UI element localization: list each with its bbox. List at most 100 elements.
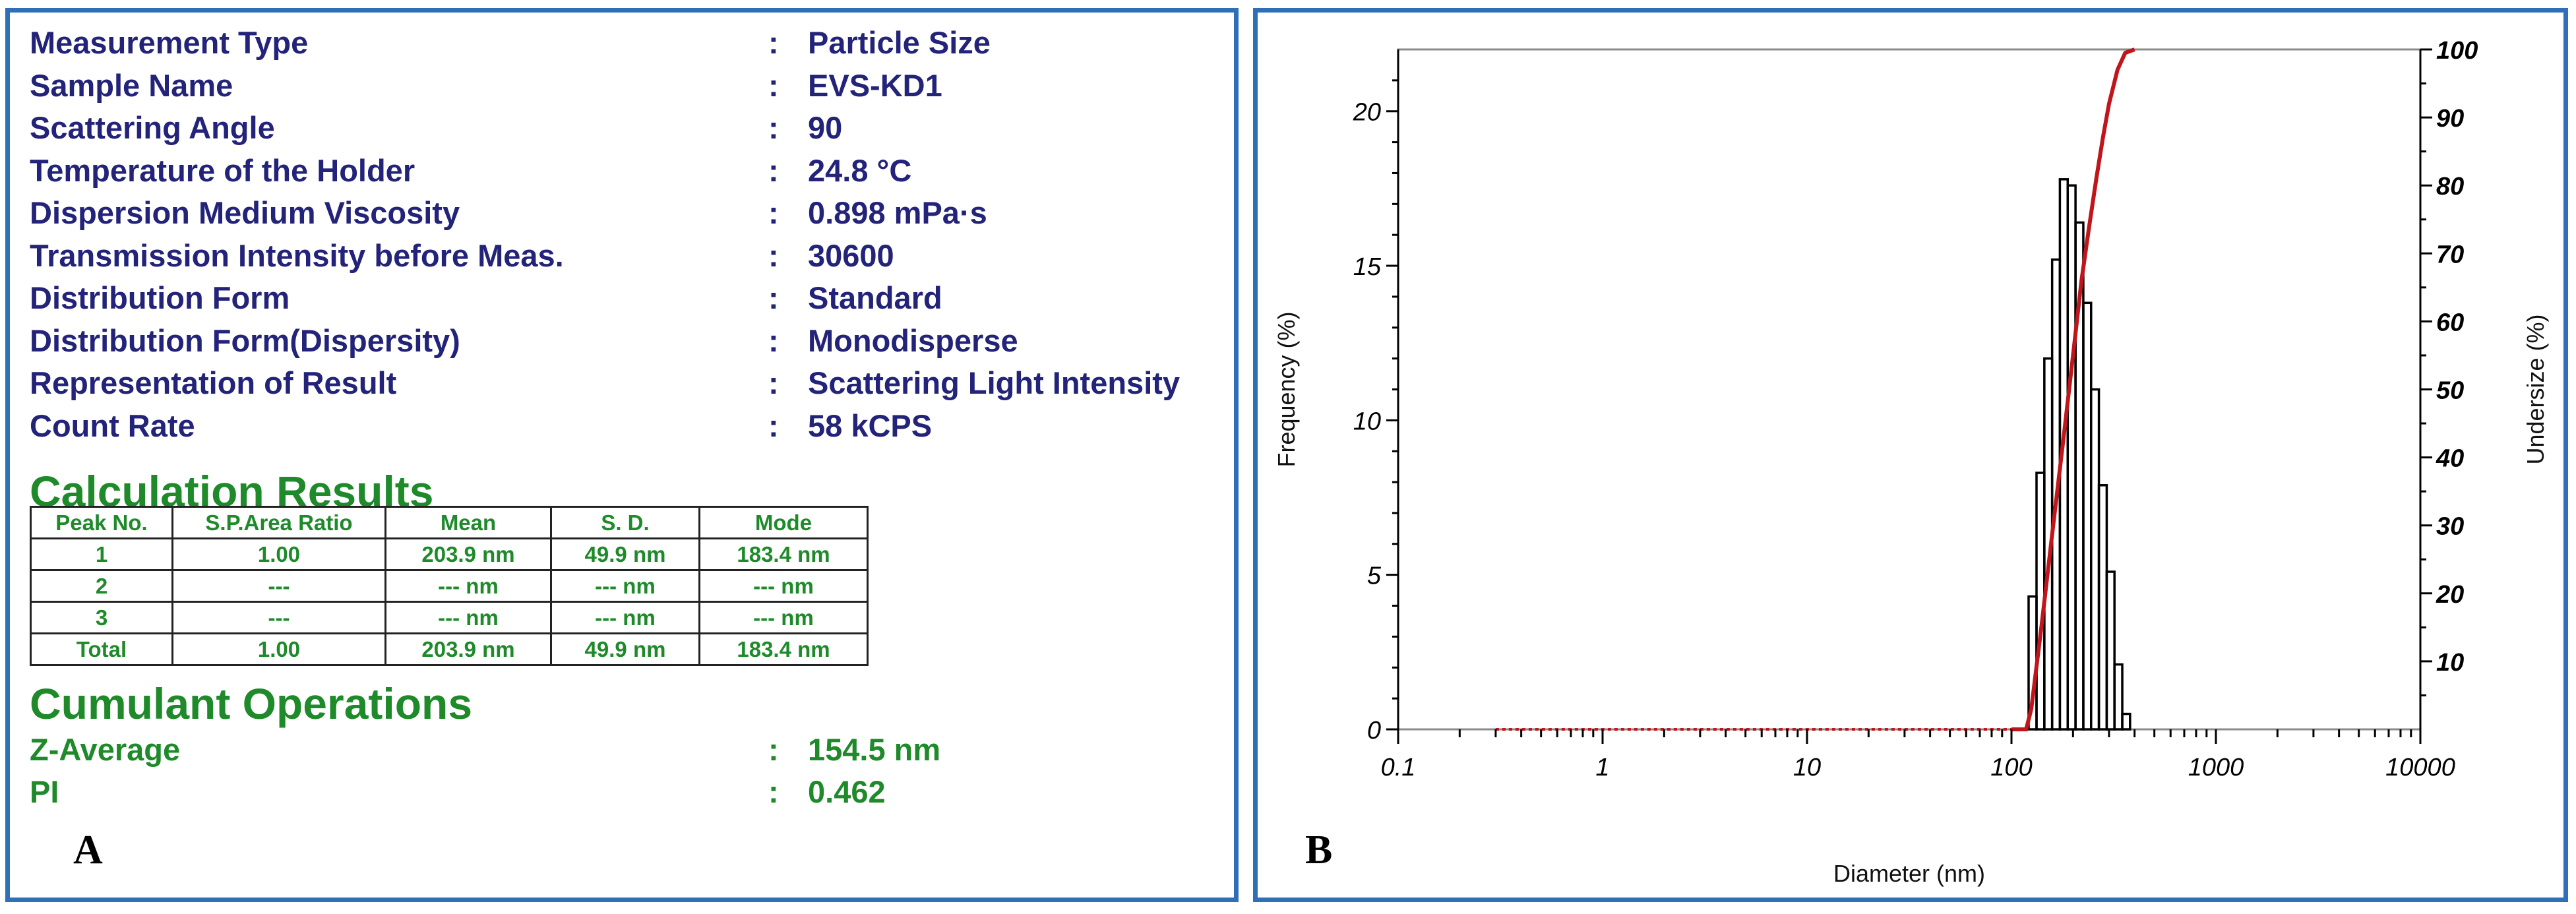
info-separator: : bbox=[768, 195, 779, 230]
panel-b-chart: 0.1 1 10 100 1000 10000 0 5 10 15 20 10 20 30 40 50 60… bbox=[1253, 8, 2568, 902]
x-tick-label: 10 bbox=[1793, 754, 1821, 781]
table-cell: --- nm bbox=[384, 569, 552, 603]
info-separator: : bbox=[768, 365, 779, 400]
info-value: 0.898 mPa·s bbox=[808, 195, 987, 230]
table-cell: Total bbox=[30, 632, 173, 666]
frequency-bar bbox=[2066, 184, 2077, 731]
table-row: 2 --- --- nm --- nm --- nm bbox=[30, 569, 869, 603]
info-value: Scattering Light Intensity bbox=[808, 365, 1181, 400]
info-label: Distribution Form(Dispersity) bbox=[30, 322, 460, 358]
info-separator: : bbox=[768, 152, 779, 188]
x-tick-label: 1 bbox=[1595, 754, 1609, 781]
table-cell: --- bbox=[171, 569, 386, 603]
info-value: 90 bbox=[808, 110, 843, 145]
table-cell: 183.4 nm bbox=[698, 632, 869, 666]
calculation-results-table: Peak No. S.P.Area Ratio Mean S. D. Mode 1 1.0… bbox=[30, 506, 869, 666]
table-cell: 203.9 nm bbox=[384, 632, 552, 666]
x-tick-label: 100 bbox=[1990, 754, 2032, 781]
table-header-cell: Mode bbox=[698, 506, 869, 539]
info-value: Monodisperse bbox=[808, 322, 1018, 358]
table-header-cell: S. D. bbox=[550, 506, 700, 539]
y2-tick-label: 100 bbox=[2436, 37, 2478, 65]
info-label: Temperature of the Holder bbox=[30, 152, 415, 188]
info-separator: : bbox=[768, 408, 779, 443]
y-axis-ticks: 0 5 10 15 20 bbox=[1353, 79, 1398, 745]
y2-tick-label: 30 bbox=[2436, 513, 2464, 541]
panel-a-results: Measurement Type: Particle Size Sample Nam… bbox=[5, 8, 1239, 902]
table-cell: 1.00 bbox=[171, 537, 386, 571]
info-label: Representation of Result bbox=[30, 365, 397, 400]
y2-axis-title: Undersize (%) bbox=[2522, 314, 2549, 464]
table-header-cell: Peak No. bbox=[30, 506, 173, 539]
info-value: 30600 bbox=[808, 237, 894, 273]
table-row: 1 1.00 203.9 nm 49.9 nm 183.4 nm bbox=[30, 537, 869, 571]
table-cell: 2 bbox=[30, 569, 173, 603]
frequency-bar bbox=[2113, 663, 2124, 731]
info-separator: : bbox=[768, 237, 779, 273]
cumulant-value: 154.5 nm bbox=[808, 732, 941, 767]
table-cell: 203.9 nm bbox=[384, 537, 552, 571]
x-tick-label: 10000 bbox=[2385, 754, 2455, 781]
cumulant-separator: : bbox=[768, 774, 779, 809]
info-separator: : bbox=[768, 67, 779, 103]
frequency-bar bbox=[2097, 484, 2108, 731]
y2-tick-label: 50 bbox=[2436, 377, 2464, 405]
y2-tick-label: 20 bbox=[2436, 581, 2464, 609]
table-header-cell: Mean bbox=[384, 506, 552, 539]
info-value: 58 kCPS bbox=[808, 408, 933, 443]
x-tick-label: 0.1 bbox=[1381, 754, 1416, 781]
cumulant-separator: : bbox=[768, 732, 779, 767]
y2-tick-label: 80 bbox=[2436, 173, 2464, 200]
frequency-bar bbox=[2121, 712, 2131, 731]
table-header-cell: S.P.Area Ratio bbox=[171, 506, 386, 539]
table-cell: 49.9 nm bbox=[550, 537, 700, 571]
info-separator: : bbox=[768, 280, 779, 315]
table-cell: --- nm bbox=[698, 601, 869, 634]
x-tick-label: 1000 bbox=[2188, 754, 2244, 781]
y-tick-label: 15 bbox=[1353, 253, 1382, 281]
info-value: 24.8 °C bbox=[808, 152, 912, 188]
plot-frame bbox=[1397, 48, 2422, 731]
y-tick-label: 5 bbox=[1367, 563, 1382, 590]
info-label: Scattering Angle bbox=[30, 110, 275, 145]
info-label: Count Rate bbox=[30, 408, 195, 443]
info-label: Transmission Intensity before Meas. bbox=[30, 237, 564, 273]
info-separator: : bbox=[768, 25, 779, 60]
info-label: Sample Name bbox=[30, 67, 233, 103]
table-row: 3 --- --- nm --- nm --- nm bbox=[30, 601, 869, 634]
panel-b-letter: B bbox=[1305, 828, 1333, 872]
cumulant-label: PI bbox=[30, 774, 59, 809]
table-row: Total 1.00 203.9 nm 49.9 nm 183.4 nm bbox=[30, 632, 869, 666]
info-value: Particle Size bbox=[808, 25, 991, 60]
cumulant-value: 0.462 bbox=[808, 774, 886, 809]
table-cell: --- nm bbox=[550, 601, 700, 634]
frequency-bar bbox=[2105, 570, 2116, 731]
info-value: Standard bbox=[808, 280, 942, 315]
table-cell: 49.9 nm bbox=[550, 632, 700, 666]
frequency-bars bbox=[2027, 178, 2131, 731]
info-value: EVS-KD1 bbox=[808, 67, 942, 103]
y2-tick-label: 40 bbox=[2436, 445, 2464, 473]
table-cell: 1 bbox=[30, 537, 173, 571]
x-axis-title: Diameter (nm) bbox=[1833, 860, 1985, 887]
info-label: Dispersion Medium Viscosity bbox=[30, 195, 460, 230]
frequency-bar bbox=[2090, 388, 2101, 731]
table-cell: --- nm bbox=[698, 569, 869, 603]
undersize-curve bbox=[2011, 47, 2135, 731]
frequency-bar bbox=[2082, 301, 2093, 731]
table-cell: --- nm bbox=[550, 569, 700, 603]
info-separator: : bbox=[768, 322, 779, 358]
table-cell: --- bbox=[171, 601, 386, 634]
info-label: Measurement Type bbox=[30, 25, 309, 60]
table-cell: 3 bbox=[30, 601, 173, 634]
y2-tick-label: 10 bbox=[2436, 649, 2464, 677]
info-label: Distribution Form bbox=[30, 280, 290, 315]
size-distribution-chart: 0.1 1 10 100 1000 10000 0 5 10 15 20 10 20 30 40 50 60… bbox=[1273, 37, 2549, 887]
axes bbox=[1397, 49, 2422, 729]
cumulant-operations-title: Cumulant Operations bbox=[30, 679, 473, 728]
y-tick-label: 0 bbox=[1367, 717, 1381, 745]
y-tick-label: 20 bbox=[1353, 99, 1381, 127]
y-tick-label: 10 bbox=[1353, 408, 1381, 435]
y2-axis-ticks: 10 20 30 40 50 60 70 80 90 100 bbox=[2420, 37, 2478, 696]
table-cell: 183.4 nm bbox=[698, 537, 869, 571]
